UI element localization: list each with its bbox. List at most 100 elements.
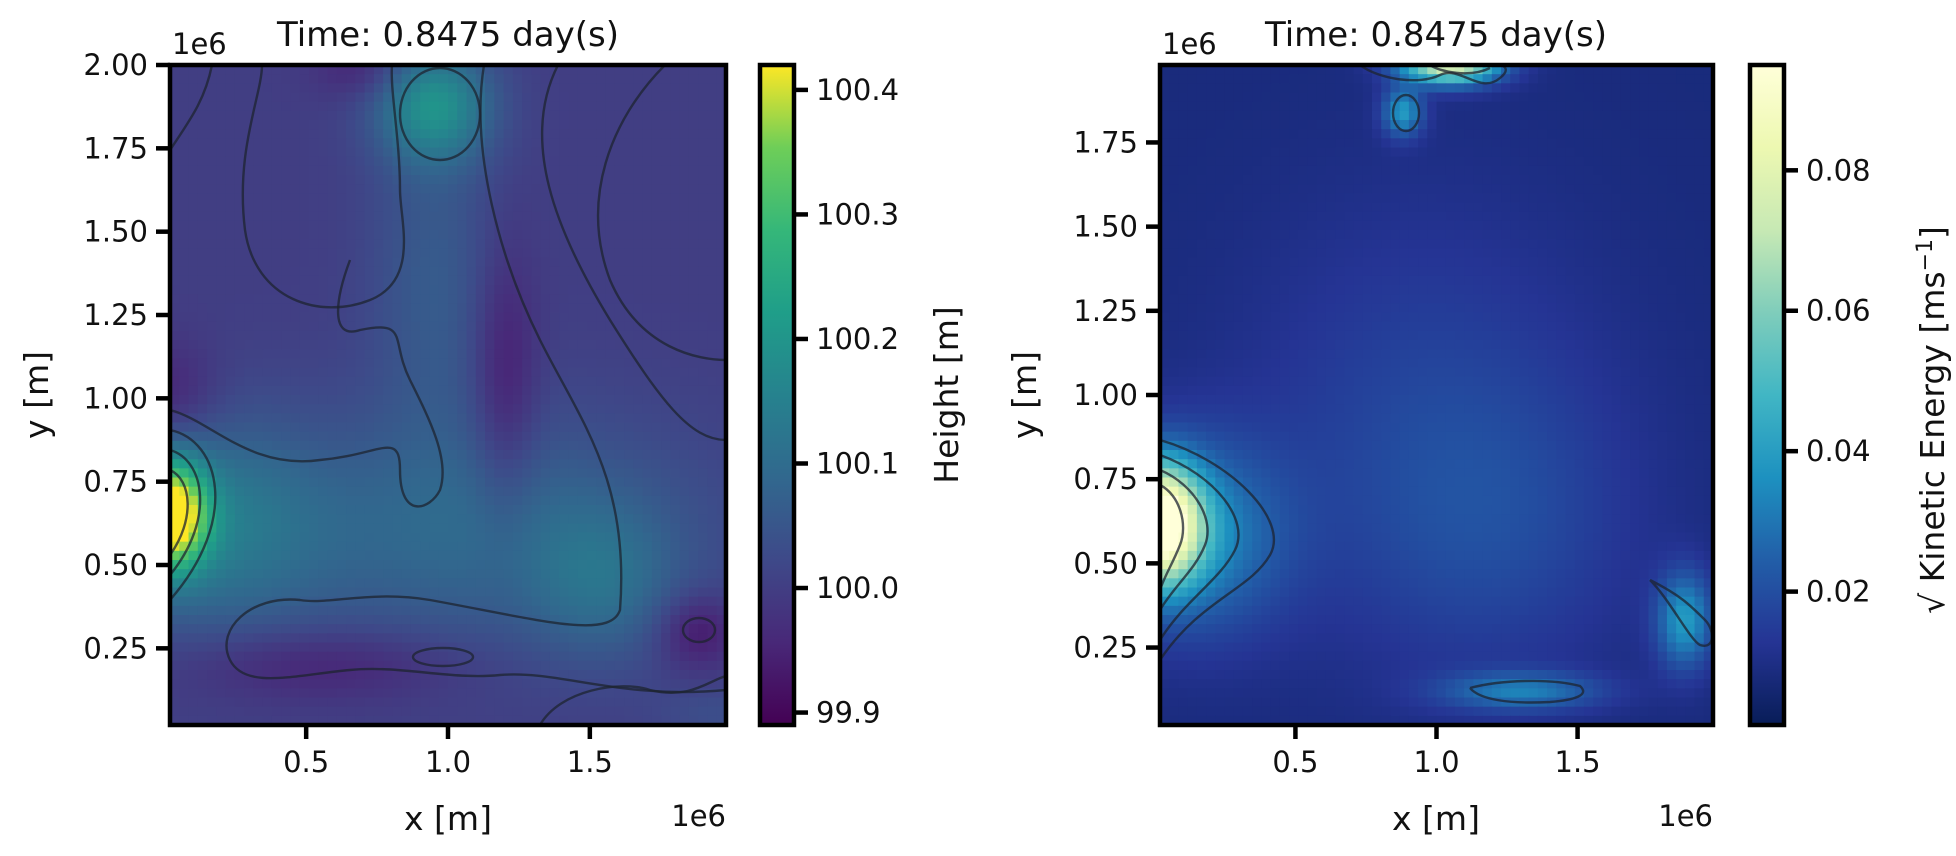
heatmap-cell [429,211,440,222]
heatmap-cell [336,230,347,240]
heatmap-cell [1335,92,1345,103]
heatmap-cell [373,587,384,598]
heatmap-cell [336,413,347,424]
heatmap-cell [670,367,681,378]
heatmap-cell [587,74,597,84]
heatmap-cell [457,486,468,497]
heatmap-cell [170,422,180,433]
heatmap-cell [531,257,542,268]
heatmap-cell [234,624,245,634]
heatmap-cell [170,505,180,515]
heatmap-cell [587,101,597,112]
heatmap-cell [234,404,245,414]
heatmap-cell [475,65,486,75]
heatmap-cell [392,294,403,304]
heatmap-cell [392,202,403,213]
heatmap-cell [1261,74,1272,84]
heatmap-cell [577,532,588,543]
heatmap-cell [707,156,718,167]
heatmap-cell [688,175,699,185]
heatmap-cell [633,147,644,158]
heatmap-cell [327,220,338,231]
heatmap-cell [253,605,264,616]
heatmap-cell [503,65,514,75]
heatmap-cell [188,468,199,479]
heatmap-cell [549,514,560,524]
heatmap-cell [642,294,653,304]
heatmap-cell [698,523,709,534]
heatmap-cell [568,642,579,653]
heatmap-cell [540,193,551,204]
heatmap-cell [1556,147,1567,158]
heatmap-cell [410,468,421,479]
heatmap-cell [383,578,393,589]
heatmap-cell [299,248,310,259]
heatmap-cell [336,633,347,644]
heatmap-cell [568,550,579,561]
heatmap-cell [420,239,431,249]
heatmap-cell [410,670,421,680]
heatmap-cell [281,257,292,268]
heatmap-cell [336,92,347,103]
heatmap-cell [466,642,477,653]
heatmap-cell [577,569,588,579]
heatmap-cell [253,395,264,405]
heatmap-cell [373,74,384,84]
heatmap-cell [624,175,634,185]
heatmap-cell [642,440,653,451]
heatmap-cell [1408,65,1419,75]
heatmap-cell [698,660,709,671]
heatmap-cell [1482,101,1493,112]
heatmap-cell [346,670,356,680]
heatmap-cell [290,596,301,607]
heatmap-cell [540,715,551,725]
heatmap-cell [448,248,458,259]
heatmap-cell [392,660,403,671]
heatmap-cell [707,92,718,103]
heatmap-cell [587,385,597,396]
heatmap-cell [679,101,690,112]
heatmap-cell [624,679,634,689]
heatmap-cell [1445,92,1456,103]
heatmap-cell [633,404,644,414]
heatmap-cell [1418,138,1428,149]
heatmap-cell [188,92,199,103]
heatmap-cell [383,184,393,194]
heatmap-cell [466,165,477,176]
heatmap-cell [262,74,273,84]
heatmap-cell [1547,92,1557,103]
heatmap-cell [457,165,468,176]
heatmap-cell [420,596,431,607]
heatmap-cell [448,129,458,139]
heatmap-cell [1565,110,1576,121]
heatmap-cell [1491,147,1502,158]
heatmap-cell [698,431,709,442]
heatmap-cell [336,376,347,387]
heatmap-cell [577,147,588,158]
heatmap-cell [670,550,681,561]
heatmap-cell [485,697,495,708]
heatmap-cell [207,220,217,231]
heatmap-cell [364,514,375,524]
heatmap-cell [485,523,495,534]
heatmap-cell [1602,120,1613,130]
heatmap-cell [642,523,653,534]
heatmap-cell [1344,92,1355,103]
heatmap-cell [624,92,634,103]
heatmap-cell [559,670,570,680]
heatmap-cell [698,202,709,213]
heatmap-cell [633,312,644,323]
heatmap-cell [651,651,662,662]
heatmap-cell [457,65,468,75]
heatmap-cell [512,505,523,515]
heatmap-cell [429,65,440,75]
heatmap-cell [355,688,366,699]
heatmap-cell [1537,65,1548,75]
heatmap-cell [392,175,403,185]
heatmap-cell [466,321,477,332]
heatmap-cell [253,330,264,341]
heatmap-cell [670,220,681,231]
heatmap-cell [216,660,227,671]
heatmap-cell [1657,83,1668,94]
